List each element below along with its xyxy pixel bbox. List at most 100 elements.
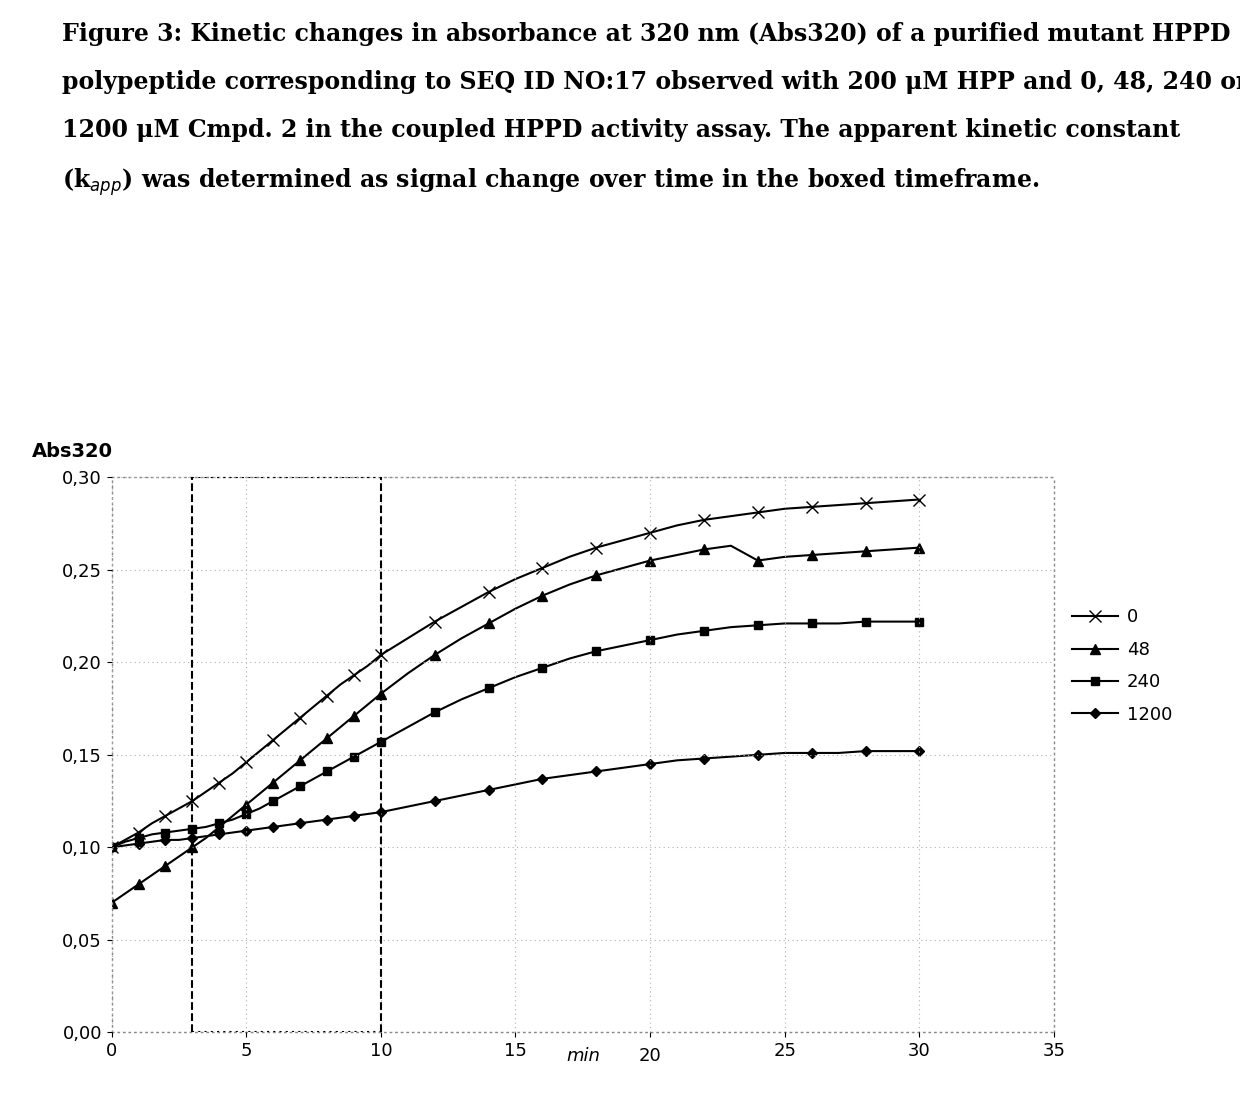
0 (252, 745, 267, 758)
48 (198, 831, 213, 845)
0 (373, 648, 388, 662)
240 (534, 662, 549, 675)
1200 (334, 811, 348, 825)
240 (616, 639, 631, 653)
0 (265, 734, 280, 747)
0 (334, 678, 348, 692)
1200 (252, 823, 267, 836)
48 (145, 868, 160, 881)
1200 (346, 809, 361, 823)
48 (373, 687, 388, 700)
Line: 240: 240 (108, 617, 924, 851)
48 (777, 551, 792, 564)
48 (346, 709, 361, 723)
48 (831, 546, 846, 559)
0 (360, 659, 374, 673)
240 (750, 618, 765, 632)
1200 (145, 835, 160, 848)
240 (642, 634, 657, 647)
1200 (212, 828, 227, 841)
48 (131, 878, 146, 891)
0 (885, 495, 900, 508)
0 (131, 826, 146, 839)
48 (252, 787, 267, 800)
1200 (279, 818, 294, 831)
48 (723, 539, 738, 553)
240 (670, 628, 684, 642)
1200 (118, 839, 133, 852)
240 (104, 840, 119, 854)
48 (279, 765, 294, 778)
48 (642, 554, 657, 567)
48 (239, 798, 254, 811)
1200 (360, 807, 374, 820)
240 (320, 765, 335, 778)
240 (265, 795, 280, 808)
48 (616, 562, 631, 575)
0 (562, 551, 577, 564)
0 (171, 801, 186, 815)
48 (750, 554, 765, 567)
48 (185, 840, 200, 854)
48 (589, 568, 604, 582)
48 (306, 743, 321, 756)
1200 (831, 746, 846, 759)
48 (293, 754, 308, 767)
240 (131, 831, 146, 845)
240 (293, 779, 308, 793)
1200 (454, 789, 469, 803)
240 (508, 670, 523, 684)
Text: min: min (565, 1048, 600, 1066)
0 (346, 668, 361, 682)
48 (265, 776, 280, 789)
48 (508, 602, 523, 615)
48 (320, 731, 335, 745)
240 (226, 813, 241, 826)
240 (831, 617, 846, 630)
0 (534, 562, 549, 575)
Text: Figure 3: Kinetic changes in absorbance at 320 nm (Abs320) of a purified mutant : Figure 3: Kinetic changes in absorbance … (62, 22, 1240, 198)
1200 (805, 746, 820, 759)
48 (697, 543, 712, 556)
48 (428, 648, 443, 662)
240 (401, 720, 415, 734)
240 (858, 615, 873, 628)
Line: 48: 48 (107, 541, 924, 908)
0 (831, 498, 846, 512)
240 (171, 824, 186, 837)
240 (212, 817, 227, 830)
0 (185, 795, 200, 808)
240 (589, 645, 604, 658)
240 (157, 826, 172, 839)
1200 (777, 746, 792, 759)
Text: Abs320: Abs320 (31, 442, 113, 461)
1200 (885, 745, 900, 758)
0 (226, 767, 241, 780)
48 (670, 548, 684, 562)
240 (885, 615, 900, 628)
1200 (534, 773, 549, 786)
1200 (373, 806, 388, 819)
48 (858, 545, 873, 558)
48 (226, 809, 241, 823)
1200 (198, 829, 213, 842)
0 (212, 776, 227, 789)
1200 (104, 840, 119, 854)
240 (911, 615, 926, 628)
48 (885, 543, 900, 556)
48 (118, 887, 133, 900)
0 (481, 585, 496, 598)
240 (239, 807, 254, 820)
1200 (157, 834, 172, 847)
Legend: 0, 48, 240, 1200: 0, 48, 240, 1200 (1073, 608, 1172, 724)
240 (279, 787, 294, 800)
240 (454, 693, 469, 706)
1200 (562, 768, 577, 781)
48 (562, 578, 577, 592)
0 (858, 496, 873, 509)
0 (670, 518, 684, 532)
48 (171, 850, 186, 864)
240 (252, 801, 267, 815)
240 (723, 620, 738, 634)
1200 (697, 751, 712, 765)
